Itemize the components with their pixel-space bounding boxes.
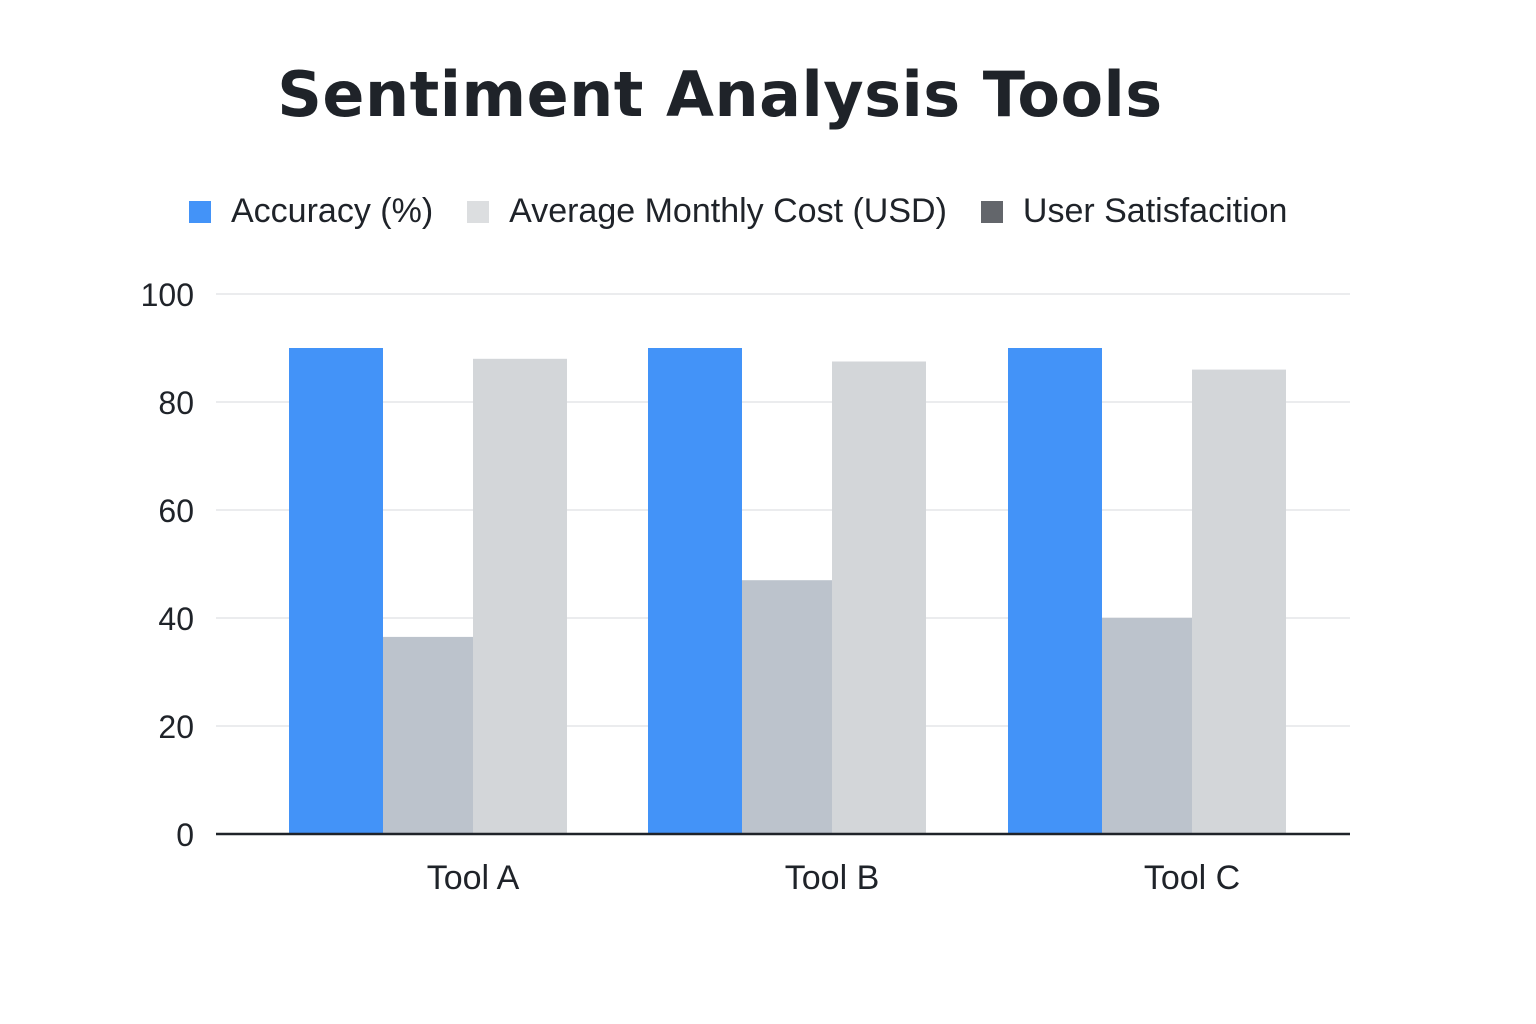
bar-tool-c-series-2	[1192, 369, 1286, 834]
legend-swatch-accuracy	[189, 200, 211, 223]
legend-swatch-satisfaction	[980, 200, 1003, 223]
bar-tool-b-series-0	[648, 348, 742, 834]
legend-item-cost: Average Monthly Cost (USD)	[467, 192, 947, 231]
y-tick-label-60: 60	[158, 493, 194, 529]
bar-tool-a-series-2	[473, 358, 567, 834]
x-tick-label-tool-b: Tool B	[785, 859, 880, 897]
x-tick-label-tool-a: Tool A	[427, 859, 520, 897]
legend-label-satisfaction: User Satisfacition	[1022, 192, 1288, 230]
legend-item-satisfaction: User Satisfacition	[980, 192, 1288, 231]
x-tick-label-tool-c: Tool C	[1144, 859, 1240, 897]
y-tick-label-100: 100	[141, 277, 194, 313]
bar-tool-b-series-1	[742, 580, 832, 834]
y-tick-label-80: 80	[158, 385, 194, 421]
legend-swatch-cost	[467, 200, 490, 223]
bar-tool-c-series-1	[1102, 618, 1192, 834]
y-tick-label-40: 40	[158, 601, 194, 637]
legend-item-accuracy: Accuracy (%)	[189, 192, 433, 231]
y-tick-label-20: 20	[158, 709, 194, 745]
axes: 0 20 40 60 80 100 Tool A Tool B Tool C	[141, 277, 1350, 897]
bar-tool-b-series-2	[832, 361, 926, 834]
bars	[289, 348, 1286, 834]
legend-label-cost: Average Monthly Cost (USD)	[509, 192, 947, 230]
chart-title: Sentiment Analysis Tools	[277, 58, 1163, 131]
bar-tool-a-series-0	[289, 348, 383, 834]
chart-legend: Accuracy (%) Average Monthly Cost (USD) …	[189, 192, 1321, 231]
legend-label-accuracy: Accuracy (%)	[231, 192, 434, 230]
bar-tool-c-series-0	[1008, 348, 1102, 834]
bar-tool-a-series-1	[383, 636, 473, 834]
y-tick-label-0: 0	[176, 817, 194, 853]
